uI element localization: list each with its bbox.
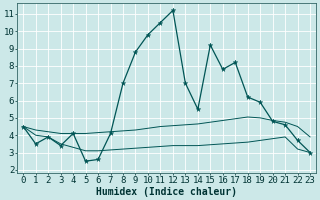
X-axis label: Humidex (Indice chaleur): Humidex (Indice chaleur) [96, 186, 237, 197]
